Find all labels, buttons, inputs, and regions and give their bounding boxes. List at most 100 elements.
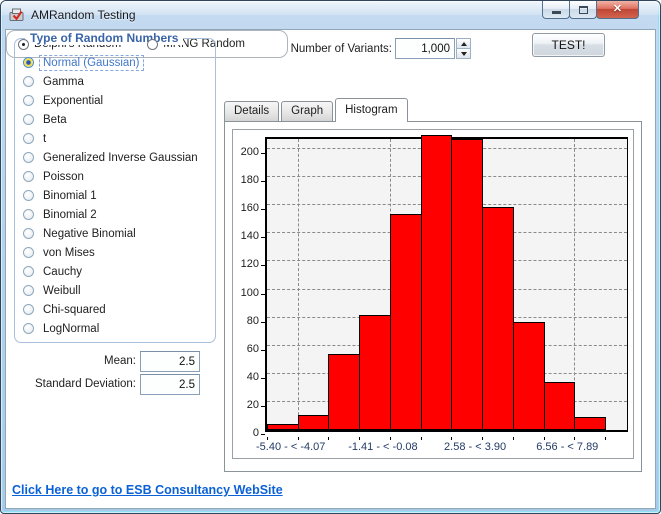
x-tick-mark (574, 437, 576, 440)
stddev-field[interactable] (140, 374, 200, 395)
tab-graph[interactable]: Graph (281, 101, 334, 121)
radio-icon (23, 133, 34, 144)
radio-label: Gamma (43, 75, 84, 88)
histogram-bar (328, 354, 361, 430)
radio-chi-squared[interactable]: Chi-squared (21, 300, 213, 319)
radio-cauchy[interactable]: Cauchy (21, 262, 213, 281)
test-button[interactable]: TEST! (532, 33, 605, 57)
histogram-bar (267, 424, 299, 430)
minimize-icon (551, 11, 561, 14)
esb-website-link[interactable]: Click Here to go to ESB Consultancy WebS… (12, 483, 283, 497)
radio-exponential[interactable]: Exponential (21, 91, 213, 110)
histogram-bar (512, 321, 545, 430)
x-tick-mark (389, 437, 391, 440)
radio-icon (23, 114, 34, 125)
spin-down-button[interactable] (456, 49, 471, 59)
y-tick-mark (261, 293, 265, 295)
app-icon (9, 8, 24, 21)
radio-label: Cauchy (43, 265, 82, 278)
tab-details[interactable]: Details (224, 101, 280, 121)
spin-up-button[interactable] (456, 38, 471, 49)
radio-label: Binomial 2 (43, 208, 97, 221)
window-controls: ✕ (542, 1, 639, 19)
radio-icon (23, 209, 34, 220)
radio-icon (23, 266, 34, 277)
groupbox-title: Type of Random Numbers (25, 31, 184, 45)
x-tick-mark (482, 437, 484, 440)
radio-von-mises[interactable]: von Mises (21, 243, 213, 262)
y-axis-label: 120 (240, 258, 259, 271)
gridline-vertical (574, 139, 576, 430)
x-tick-mark (605, 437, 606, 440)
radio-beta[interactable]: Beta (21, 110, 213, 129)
radio-icon (147, 38, 159, 50)
radio-label: Weibull (43, 284, 81, 297)
y-tick-mark (261, 434, 265, 435)
radio-weibull[interactable]: Weibull (21, 281, 213, 300)
y-axis-label: 160 (240, 202, 259, 215)
arrow-down-icon (460, 51, 467, 56)
radio-label: Beta (43, 113, 67, 126)
gridline-vertical (297, 139, 299, 430)
radio-binomial-2[interactable]: Binomial 2 (21, 205, 213, 224)
tab-histogram[interactable]: Histogram (335, 98, 408, 122)
radio-label: Generalized Inverse Gaussian (43, 151, 198, 164)
radio-label: Chi-squared (43, 303, 106, 316)
minimize-button[interactable] (542, 1, 570, 19)
client-area: Type of Random Numbers Normal (Gaussian)… (5, 29, 656, 509)
radio-icon (23, 247, 34, 258)
y-axis-label: 80 (246, 314, 259, 327)
radio-icon (23, 76, 34, 87)
maximize-button[interactable] (569, 1, 597, 19)
radio-label: Exponential (43, 94, 104, 107)
y-axis-label: 40 (246, 370, 259, 383)
x-tick-mark (359, 437, 361, 440)
x-tick-mark (297, 437, 299, 440)
variants-field[interactable] (395, 38, 455, 59)
radio-icon (23, 190, 34, 201)
radio-poisson[interactable]: Poisson (21, 167, 213, 186)
stddev-label: Standard Deviation: (34, 378, 136, 390)
plot-area (265, 135, 628, 432)
variants-label: Number of Variants: (290, 43, 392, 55)
radio-icon (23, 171, 34, 182)
y-axis-label: 60 (246, 342, 259, 355)
radio-t[interactable]: t (21, 129, 213, 148)
tab-bar: Details Graph Histogram (224, 97, 410, 122)
histogram-bar (297, 414, 330, 430)
radio-icon (23, 152, 34, 163)
radio-label: von Mises (43, 246, 95, 259)
radio-negative-binomial[interactable]: Negative Binomial (21, 224, 213, 243)
histogram-bar (420, 135, 453, 430)
radio-lognormal[interactable]: LogNormal (21, 319, 213, 338)
mean-field[interactable] (140, 351, 200, 372)
radio-icon (18, 38, 29, 50)
type-of-random-numbers-groupbox: Type of Random Numbers Normal (Gaussian)… (14, 31, 216, 343)
x-tick-mark (420, 437, 422, 440)
y-tick-mark (261, 349, 265, 351)
x-axis-label: 2.58 - < 3.90 (444, 441, 507, 453)
radio-mrng-random[interactable]: MRNG Random (147, 38, 245, 50)
radio-label: MRNG Random (163, 38, 246, 50)
radio-generalized-inverse-gaussian[interactable]: Generalized Inverse Gaussian (21, 148, 213, 167)
radio-label: Poisson (43, 170, 84, 183)
arrow-up-icon (460, 41, 467, 46)
histogram-bar (451, 139, 484, 430)
close-button[interactable]: ✕ (596, 1, 639, 19)
close-icon: ✕ (612, 3, 623, 15)
y-tick-mark (261, 209, 265, 211)
mean-label: Mean: (104, 355, 136, 367)
radio-gamma[interactable]: Gamma (21, 72, 213, 91)
y-axis-label: 0 (252, 427, 259, 439)
y-tick-mark (261, 265, 265, 267)
radio-label: Normal (Gaussian) (39, 54, 144, 71)
x-tick-mark (451, 437, 453, 440)
y-tick-mark (261, 321, 265, 323)
histogram-panel: 0 20 40 60 80 100 120 140 160 180 200 -5.40 - < -4.… (232, 129, 634, 459)
radio-binomial-1[interactable]: Binomial 1 (21, 186, 213, 205)
y-axis-label: 140 (240, 230, 259, 243)
y-tick-mark (261, 153, 265, 155)
radio-normal-gaussian[interactable]: Normal (Gaussian) (21, 53, 213, 72)
radio-icon (23, 304, 34, 315)
radio-icon (23, 95, 34, 106)
